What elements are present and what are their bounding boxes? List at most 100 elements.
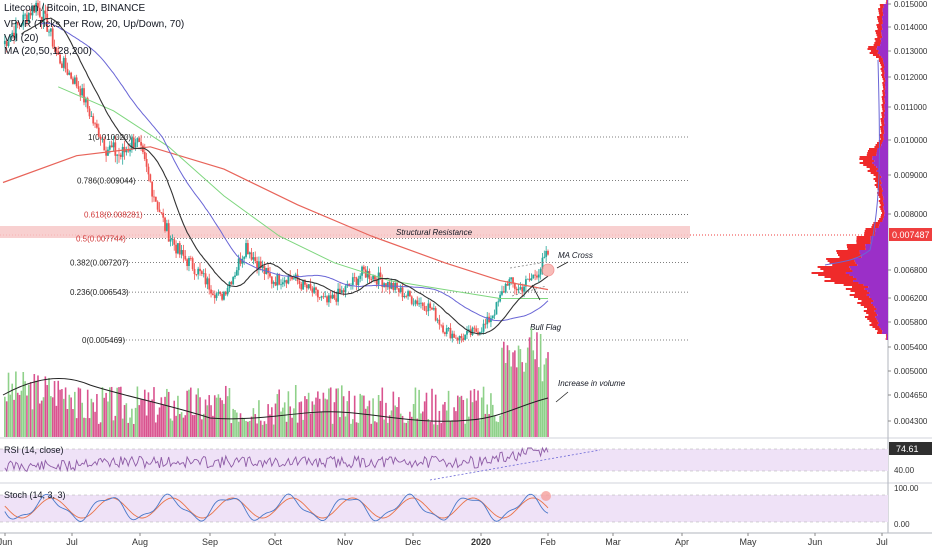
vpvr-up-bar xyxy=(883,14,888,16)
vpvr-up-bar xyxy=(883,6,888,8)
candle-body xyxy=(14,22,17,38)
vpvr-down-bar xyxy=(869,324,878,326)
volume-bar xyxy=(156,414,159,437)
candle-body xyxy=(84,98,87,103)
candle-body xyxy=(90,116,93,117)
volume-bar xyxy=(539,333,542,437)
vpvr-up-bar xyxy=(884,122,888,124)
candle-body xyxy=(521,287,524,292)
vpvr-up-bar xyxy=(850,268,888,270)
volume-bar xyxy=(237,421,240,437)
volume-bar xyxy=(208,395,211,437)
vpvr-up-bar xyxy=(884,66,888,68)
volume-bar xyxy=(263,421,266,437)
volume-bar xyxy=(480,397,483,437)
vpvr-down-bar xyxy=(877,192,883,194)
vpvr-up-bar xyxy=(858,282,888,284)
vpvr-down-bar xyxy=(862,160,875,162)
vpvr-down-bar xyxy=(836,252,860,254)
candle-body xyxy=(24,14,26,16)
candle-body xyxy=(75,77,78,87)
vpvr-down-bar xyxy=(881,66,885,68)
candle-body xyxy=(101,138,104,140)
volume-bar xyxy=(366,406,369,437)
candle-body xyxy=(59,54,61,64)
candle-body xyxy=(281,282,284,285)
volume-bar xyxy=(421,411,424,437)
volume-bar xyxy=(364,408,367,437)
volume-bar xyxy=(94,411,96,437)
candle-body xyxy=(414,300,417,304)
vpvr-down-bar xyxy=(867,318,877,320)
price-axis-label: 0.009000 xyxy=(894,171,928,180)
volume-bar xyxy=(315,397,317,437)
volume-bar xyxy=(326,399,328,437)
vpvr-down-bar xyxy=(845,288,865,290)
volume-bar xyxy=(293,408,295,437)
vpvr-down-bar xyxy=(869,148,878,150)
vpvr-up-bar xyxy=(882,28,888,30)
candle-body xyxy=(453,333,455,338)
volume-bar xyxy=(510,366,512,437)
vpvr-down-bar xyxy=(881,98,885,100)
volume-bar xyxy=(121,418,124,437)
candle-body xyxy=(136,138,139,143)
price-axis-label: 0.005800 xyxy=(894,318,928,327)
vpvr-down-bar xyxy=(857,302,872,304)
volume-bar xyxy=(239,413,242,437)
candle-body xyxy=(73,77,76,84)
volume-bar xyxy=(543,364,546,437)
candle-body xyxy=(167,223,170,242)
candle-body xyxy=(263,266,266,274)
volume-bar xyxy=(427,418,430,437)
volume-bar xyxy=(372,398,374,437)
vpvr-up-bar xyxy=(878,226,888,228)
bull-flag-label: Bull Flag xyxy=(530,323,562,332)
vpvr-down-bar xyxy=(881,70,885,72)
vpvr-up-bar xyxy=(881,40,888,42)
vpvr-up-bar xyxy=(884,70,888,72)
vpvr-down-bar xyxy=(880,216,884,218)
candle-body xyxy=(151,181,154,197)
volume-bar xyxy=(108,387,111,437)
vpvr-down-bar xyxy=(882,212,885,214)
vpvr-up-bar xyxy=(876,170,888,172)
vpvr-up-bar xyxy=(877,52,888,54)
vpvr-down-bar xyxy=(882,84,886,86)
rsi-value: 74.61 xyxy=(896,444,919,454)
vpvr-down-bar xyxy=(880,138,884,140)
volume-bar xyxy=(92,402,95,437)
resistance-label: Structural Resistance xyxy=(396,228,473,237)
vpvr-up-bar xyxy=(884,106,888,108)
volume-bar xyxy=(123,405,126,437)
volume-bar xyxy=(272,424,275,437)
price-axis-label: 0.014000 xyxy=(894,23,928,32)
candle-body xyxy=(456,338,459,341)
candle-body xyxy=(177,243,179,254)
stoch-d-line xyxy=(4,497,549,519)
volume-bar xyxy=(13,399,15,437)
volume-bar xyxy=(81,402,83,437)
candle-body xyxy=(208,278,211,290)
vpvr-up-bar xyxy=(885,80,888,82)
vpvr-up-bar xyxy=(869,296,888,298)
vpvr-up-bar xyxy=(880,38,888,40)
volume-bar xyxy=(318,398,321,437)
stoch-title: Stoch (14, 3, 3) xyxy=(4,490,66,500)
volume-bar xyxy=(348,390,350,437)
candle-body xyxy=(386,281,389,288)
candle-body xyxy=(252,257,255,260)
vpvr-down-bar xyxy=(886,0,888,2)
fib-level-label: 0(0.005469) xyxy=(82,336,125,345)
volume-bar xyxy=(491,404,494,437)
candle-body xyxy=(230,281,233,285)
candle-body xyxy=(427,303,430,312)
vpvr-up-bar xyxy=(883,136,888,138)
candle-body xyxy=(66,68,69,75)
candle-body xyxy=(329,295,332,299)
candle-body xyxy=(97,127,100,137)
vpvr-down-bar xyxy=(881,74,885,76)
volume-bar xyxy=(118,387,120,437)
